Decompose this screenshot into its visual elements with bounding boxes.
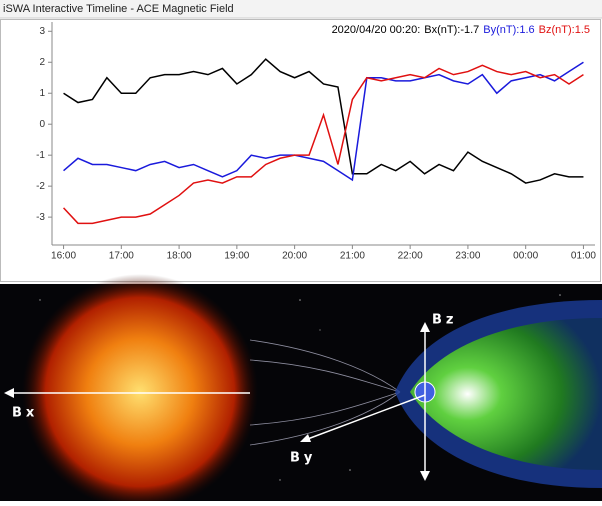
y-tick-label: 3 (39, 26, 45, 37)
x-tick-label: 17:00 (109, 251, 134, 262)
illustration: Bz Bx By (0, 274, 602, 506)
bx-label: Bx (12, 406, 38, 421)
magnetosphere (410, 318, 602, 470)
bz-label: Bz (432, 313, 457, 328)
by-arrow (304, 394, 426, 441)
y-tick-label: -3 (36, 212, 45, 223)
chart-panel (0, 19, 601, 282)
x-tick-label: 16:00 (51, 251, 76, 262)
bx-arrowhead (4, 388, 14, 398)
series-line (63, 61, 584, 182)
y-tick-label: -2 (36, 181, 45, 192)
readout-part: By(nT):1.6 (483, 24, 534, 36)
readout-part: 2020/04/20 00:20: (332, 24, 421, 36)
y-tick-label: 1 (39, 88, 45, 99)
sun (22, 274, 258, 506)
plot: -3 -2 -1 0 1 2 3 16:00 17:00 18:00 19:00 20:00 21:00… (36, 22, 596, 262)
readout-part: Bz(nT):1.5 (539, 24, 590, 36)
x-tick-label: 22:00 (398, 251, 423, 262)
field-lines (249, 339, 401, 446)
y-tick-label: -1 (36, 150, 45, 161)
x-tick-label: 18:00 (167, 251, 192, 262)
x-tick-label: 21:00 (340, 251, 365, 262)
stars (39, 294, 561, 481)
x-tick-label: 20:00 (282, 251, 307, 262)
x-tick-label: 01:00 (571, 251, 596, 262)
readout: 2020/04/20 00:20: Bx(nT):-1.7 By(nT):1.6 Bz… (332, 24, 590, 36)
by-label: By (290, 451, 316, 466)
x-tick-label: 19:00 (224, 251, 249, 262)
y-tick-label: 2 (39, 57, 45, 68)
x-tick-label: 23:00 (455, 251, 480, 262)
window-title: iSWA Interactive Timeline - ACE Magnetic… (3, 3, 234, 15)
title-bar (0, 0, 602, 18)
by-arrowhead (300, 434, 311, 442)
series-line (63, 64, 584, 225)
y-tick-label: 0 (39, 119, 45, 130)
series-line (63, 58, 584, 184)
readout-part: Bx(nT):-1.7 (424, 24, 479, 36)
x-tick-label: 00:00 (513, 251, 538, 262)
